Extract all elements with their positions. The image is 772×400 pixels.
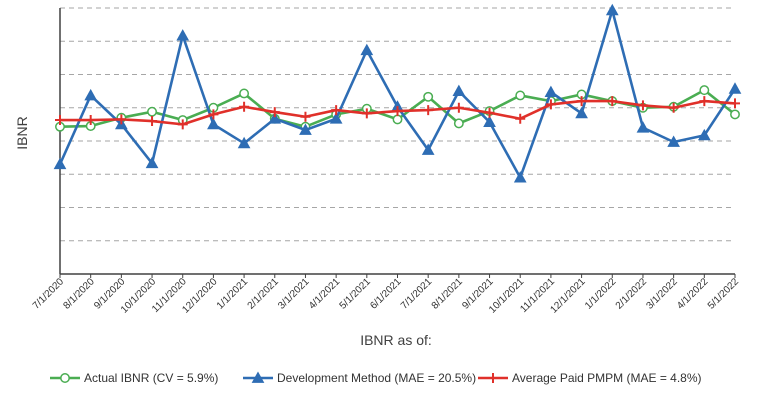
legend: Actual IBNR (CV = 5.9%) Development Metho…	[50, 371, 702, 385]
y-axis-title: IBNR	[14, 116, 30, 149]
data-point	[452, 84, 466, 97]
data-point	[730, 109, 740, 120]
data-point	[84, 88, 98, 101]
data-point	[728, 82, 742, 94]
series-3	[55, 96, 740, 130]
data-point	[237, 136, 251, 149]
data-point	[208, 109, 219, 120]
x-tick-label: 2/1/2022	[614, 276, 650, 312]
x-tick-label: 3/1/2021	[276, 276, 312, 312]
legend-marker	[251, 371, 265, 383]
series-2	[53, 3, 742, 183]
data-point	[147, 116, 158, 127]
x-tick-label: 5/1/2021	[338, 276, 374, 312]
data-point	[730, 98, 740, 109]
data-point	[515, 90, 526, 101]
data-point	[55, 115, 65, 126]
data-point	[636, 121, 650, 133]
legend-marker	[488, 373, 498, 383]
data-point	[269, 107, 280, 118]
data-point	[637, 100, 648, 111]
data-point	[575, 106, 588, 119]
data-point	[329, 112, 343, 124]
data-point	[421, 143, 435, 155]
legend-item: Actual IBNR (CV = 5.9%)	[50, 371, 218, 385]
data-point	[207, 117, 220, 130]
x-tick-label: 4/1/2022	[675, 276, 711, 312]
data-point	[116, 114, 127, 125]
data-point	[392, 106, 403, 117]
data-point	[576, 96, 587, 107]
x-tick-label: 8/1/2021	[430, 276, 466, 312]
legend-item: Average Paid PMPM (MAE = 4.8%)	[478, 371, 702, 385]
data-point	[699, 85, 710, 96]
data-point	[53, 157, 67, 170]
data-point	[544, 85, 558, 98]
data-point	[299, 123, 312, 135]
data-point	[239, 101, 250, 112]
data-point	[361, 108, 372, 119]
legend-label: Development Method (MAE = 20.5%)	[277, 371, 476, 385]
data-point	[331, 105, 342, 116]
series-line	[58, 9, 737, 179]
data-point	[145, 156, 159, 169]
data-point	[483, 115, 496, 127]
data-point	[453, 118, 464, 129]
data-point	[668, 102, 679, 113]
data-point	[699, 96, 710, 107]
data-point	[360, 43, 374, 56]
x-tick-label: 3/1/2022	[644, 276, 680, 312]
legend-item: Development Method (MAE = 20.5%)	[243, 371, 476, 385]
data-point	[147, 106, 157, 117]
x-tick-label: 5/1/2022	[706, 276, 742, 312]
data-point	[515, 113, 526, 124]
legend-label: Average Paid PMPM (MAE = 4.8%)	[512, 371, 702, 385]
data-point	[484, 107, 495, 118]
data-point	[545, 99, 556, 110]
data-point	[239, 88, 250, 99]
data-point	[513, 171, 527, 183]
data-point	[392, 114, 403, 125]
x-tick-label: 4/1/2021	[307, 276, 343, 312]
data-point	[605, 3, 619, 16]
legend-label: Actual IBNR (CV = 5.9%)	[84, 371, 218, 385]
data-point	[300, 111, 311, 122]
x-tick-label: 8/1/2020	[61, 276, 97, 312]
legend-marker	[60, 373, 70, 383]
x-tick-label: 7/1/2020	[31, 276, 67, 312]
x-axis-title: IBNR as of:	[360, 332, 432, 348]
x-tick-label: 1/1/2022	[583, 276, 619, 312]
data-point	[697, 128, 711, 141]
x-tick-label: 2/1/2021	[246, 276, 282, 312]
x-tick-label: 7/1/2021	[399, 276, 435, 312]
data-point	[423, 105, 434, 116]
data-point	[607, 96, 618, 107]
data-point	[453, 102, 464, 113]
data-point	[423, 91, 434, 102]
data-point	[176, 29, 190, 41]
data-point	[667, 135, 680, 147]
data-point	[268, 112, 282, 124]
data-point	[85, 115, 96, 126]
x-tick-labels: 7/1/20208/1/20209/1/202010/1/202011/1/20…	[31, 274, 742, 316]
data-point	[177, 119, 188, 130]
x-tick-label: 6/1/2021	[368, 276, 404, 312]
series-group	[53, 3, 742, 183]
x-tick-label: 1/1/2021	[215, 276, 251, 312]
